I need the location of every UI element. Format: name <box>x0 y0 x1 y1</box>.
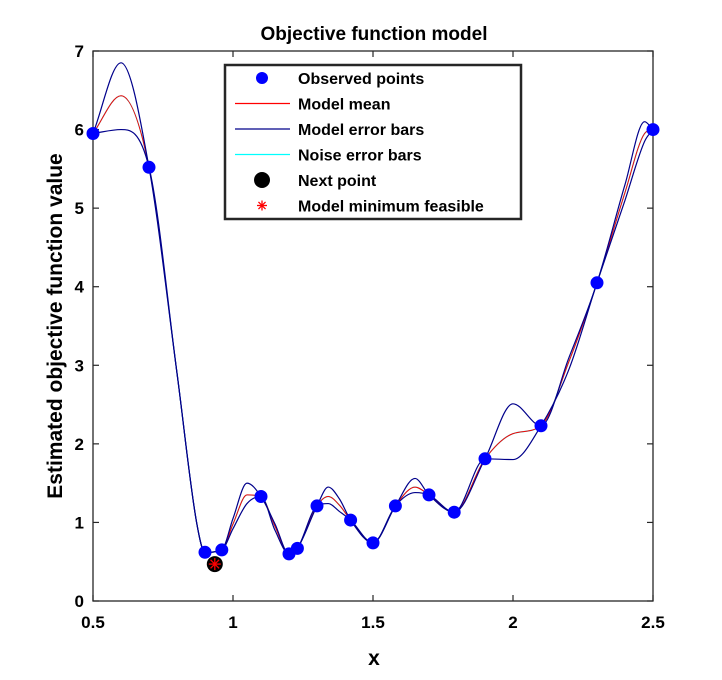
y-axis-label: Estimated objective function value <box>44 153 67 498</box>
observed-point <box>422 488 436 502</box>
legend-entry-noise_err: Noise error bars <box>235 148 422 165</box>
y-tick-label: 7 <box>75 42 84 61</box>
model-minimum-marker <box>208 558 221 571</box>
observed-point <box>646 123 660 137</box>
y-tick-label: 6 <box>75 121 84 140</box>
observed-point <box>254 490 268 503</box>
legend-swatch-observed <box>256 72 268 84</box>
y-tick-label: 0 <box>75 592 84 611</box>
y-tick-label: 1 <box>75 513 84 532</box>
observed-point <box>344 513 358 527</box>
legend-label-next: Next point <box>298 173 377 190</box>
observed-point <box>142 160 156 174</box>
legend-entry-mean: Model mean <box>235 97 390 114</box>
x-axis-label: x <box>368 647 380 670</box>
observed-point <box>310 499 324 513</box>
chart-title: Objective function model <box>261 24 488 45</box>
y-tick-label: 3 <box>75 356 84 375</box>
observed-point <box>534 419 548 433</box>
legend-swatch-next <box>254 172 270 188</box>
legend-label-min: Model minimum feasible <box>298 199 484 216</box>
observed-point <box>447 505 461 519</box>
observed-point <box>198 545 212 559</box>
observed-point <box>366 536 380 550</box>
observed-point <box>215 543 229 557</box>
observed-point <box>86 127 100 140</box>
legend-swatch-min-stroke <box>258 201 266 210</box>
x-tick-label: 0.5 <box>81 613 105 632</box>
model-error-bar-lower-line <box>92 128 654 555</box>
y-tick-label: 4 <box>75 278 85 297</box>
legend-label-model_err: Model error bars <box>298 122 424 139</box>
legend-entry-model_err: Model error bars <box>235 122 424 139</box>
legend-entry-next: Next point <box>254 172 377 190</box>
y-tick-label: 2 <box>75 435 84 454</box>
x-tick-label: 2.5 <box>641 613 665 632</box>
x-tick-label: 2 <box>508 613 517 632</box>
legend-swatch-min <box>257 200 267 211</box>
model-minimum-marker-stroke <box>210 559 220 569</box>
observed-point <box>590 276 604 290</box>
legend: Observed points Model mean Model error bar… <box>223 63 523 221</box>
observed-point <box>478 452 492 466</box>
observed-point <box>388 499 402 513</box>
x-tick-label: 1 <box>228 613 237 632</box>
x-tick-label: 1.5 <box>361 613 385 632</box>
legend-entry-min: Model minimum feasible <box>257 199 484 216</box>
legend-label-noise_err: Noise error bars <box>298 148 422 165</box>
legend-entry-observed: Observed points <box>256 71 424 88</box>
legend-label-mean: Model mean <box>298 97 390 114</box>
y-tick-label: 5 <box>75 199 84 218</box>
observed-point <box>290 541 304 555</box>
legend-box <box>223 63 523 221</box>
plot-area: 0.5 1 1.5 2 2.5 0 1 2 3 4 5 6 7 <box>75 42 665 632</box>
legend-label-observed: Observed points <box>298 71 424 88</box>
